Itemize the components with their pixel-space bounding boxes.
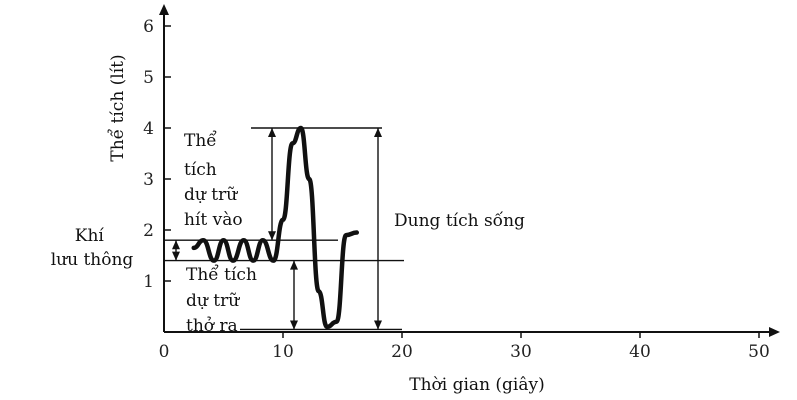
- x-tick-label: 50: [748, 342, 770, 362]
- vital-capacity-arrow-head-icon: [374, 128, 382, 137]
- spirogram-curve: [191, 125, 360, 330]
- y-tick-label: 1: [143, 272, 154, 292]
- x-tick-label: 30: [510, 342, 532, 362]
- y-tick-label: 4: [143, 119, 154, 139]
- label-expiratory-reserve: Thể tích dự trữ thở ra: [186, 265, 262, 336]
- y-tick-label: 2: [143, 221, 154, 241]
- label-inspiratory-reserve: Thể tích dự trữ hít vào: [184, 131, 243, 230]
- y-tick-label: 5: [143, 68, 154, 88]
- y-tick-label: 6: [143, 17, 154, 37]
- x-tick-label: 10: [272, 342, 294, 362]
- x-ticks: 0 10 20 30 40 50: [159, 332, 770, 362]
- y-ticks: 1 2 3 4 5 6: [143, 17, 171, 292]
- label-vital-capacity: Dung tích sống: [394, 211, 525, 231]
- y-axis-arrow-icon: [159, 4, 169, 15]
- tidal-arrow-head-icon: [172, 240, 180, 250]
- x-axis-arrow-icon: [769, 327, 780, 337]
- reference-lines: [164, 127, 404, 331]
- y-axis-label: Thể tích (lít): [108, 54, 128, 161]
- x-tick-label: 20: [391, 342, 413, 362]
- vital-capacity-arrow-tail-icon: [374, 320, 382, 330]
- expiratory-reserve-arrow-tail-icon: [290, 320, 298, 330]
- expiratory-reserve-arrow-head-icon: [290, 260, 298, 270]
- x-axis-label: Thời gian (giây): [409, 375, 545, 395]
- inspiratory-reserve-arrow-tail-icon: [268, 231, 276, 241]
- tidal-arrow-tail-icon: [172, 251, 180, 261]
- label-tidal-volume: Khí lưu thông: [51, 226, 134, 270]
- x-tick-label: 0: [159, 342, 170, 362]
- x-tick-label: 40: [629, 342, 651, 362]
- inspiratory-reserve-arrow-head-icon: [268, 128, 276, 137]
- y-tick-label: 3: [143, 170, 154, 190]
